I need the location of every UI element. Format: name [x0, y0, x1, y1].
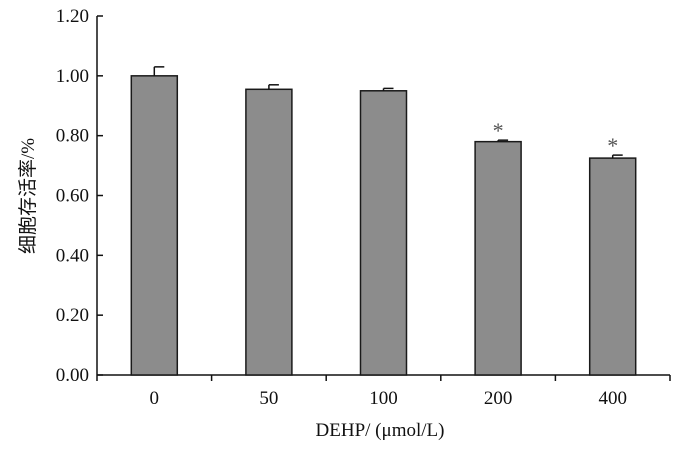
x-axis: 0 50 100 200 400	[96, 374, 671, 409]
x-tick-label: 400	[598, 388, 627, 409]
x-tick-label: 100	[369, 388, 398, 409]
bar-100	[359, 90, 408, 376]
y-tick-label: 0.60	[56, 186, 89, 207]
x-tick-label: 0	[150, 388, 160, 409]
bars: **	[130, 66, 637, 376]
x-tick-label: 50	[259, 388, 278, 409]
significance-annotation: *	[607, 133, 618, 158]
bar-200	[474, 140, 522, 376]
bar-400	[588, 157, 637, 376]
y-tick-label: 0.80	[56, 126, 89, 147]
y-tick-label: 0.20	[56, 305, 89, 326]
x-axis-title: DEHP/ (μmol/L)	[316, 420, 445, 441]
significance-annotation: *	[493, 118, 504, 143]
bar-50	[245, 88, 293, 376]
x-tick-label: 200	[484, 388, 513, 409]
y-tick-label: 1.00	[56, 66, 89, 87]
y-tick-label: 0.00	[56, 365, 89, 386]
y-axis: 0.00 0.20 0.40 0.60 0.80 1.00 1.20	[56, 6, 103, 386]
bar-0	[130, 75, 179, 376]
y-tick-label: 0.40	[56, 245, 89, 266]
y-axis-title: 细胞存活率/%	[17, 138, 39, 254]
y-tick-label: 1.20	[56, 6, 89, 27]
